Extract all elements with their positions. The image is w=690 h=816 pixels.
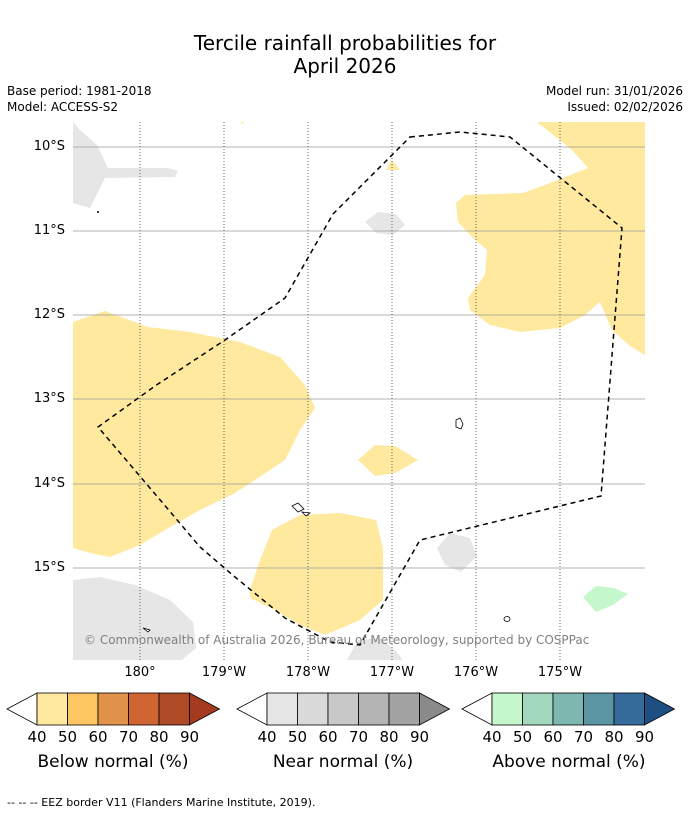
lat-label-11s: 11°S: [33, 223, 65, 238]
colorbar-tick-label: 70: [573, 728, 594, 746]
colorbar-tick-label: 60: [88, 728, 108, 746]
colorbar-segment: [266, 692, 298, 726]
island-6: [97, 211, 99, 213]
legend-title: Below normal (%): [37, 752, 189, 772]
lat-label-12s: 12°S: [33, 307, 65, 322]
colorbar-extend-high: [189, 692, 221, 726]
issued-date: Issued: 02/02/2026: [567, 100, 683, 114]
below-normal-region-east: [456, 122, 645, 355]
island-2: [291, 502, 305, 513]
meta-right: Model run: 31/01/2026 Issued: 02/02/2026: [546, 83, 683, 115]
lon-label-176w: 176°W: [453, 665, 499, 680]
island-3: [300, 511, 312, 517]
lon-label-180: 180°: [124, 665, 156, 680]
colorbar-segment: [97, 692, 129, 726]
copyright-credit: © Commonwealth of Australia 2026, Bureau…: [84, 633, 590, 647]
colorbar-segment: [522, 692, 554, 726]
colorbar-segment: [158, 692, 190, 726]
colorbar-near-normal: [236, 692, 451, 726]
near-normal-region-se: [437, 533, 477, 572]
island-1: [455, 417, 464, 430]
model-name: Model: ACCESS-S2: [7, 100, 119, 114]
lon-label-175w: 175°W: [537, 665, 583, 680]
colorbar-segment: [297, 692, 329, 726]
colorbar-tick-label: 90: [179, 728, 200, 746]
colorbar-tick-label: 50: [512, 728, 533, 746]
below-normal-region-south: [250, 513, 383, 635]
colorbar-tick-label: 50: [57, 728, 78, 746]
colorbar-tick-label: 40: [257, 728, 277, 746]
legend-title: Above normal (%): [492, 752, 646, 772]
model-run: Model run: 31/01/2026: [545, 84, 683, 98]
colorbar-tick-label: 40: [482, 728, 502, 746]
colorbar-segment: [67, 692, 99, 726]
near-normal-region-nw: [73, 122, 178, 208]
map-title: Tercile rainfall probabilities for April…: [0, 32, 690, 78]
colorbar-extend-high: [419, 692, 451, 726]
lon-label-177w: 177°W: [369, 665, 415, 680]
title-line-2: April 2026: [293, 54, 397, 78]
below-normal-region-tiny: [386, 160, 400, 170]
colorbar-tick-label: 60: [318, 728, 338, 746]
colorbar-extend-low: [461, 692, 493, 726]
colorbar-tick-label: 80: [379, 728, 399, 746]
lat-label-10s: 10°S: [33, 139, 65, 154]
colorbar-tick-label: 90: [634, 728, 655, 746]
below-normal-region-central: [358, 445, 418, 476]
legend-title: Near normal (%): [272, 752, 414, 772]
lon-label-179w: 179°W: [201, 665, 247, 680]
base-period: Base period: 1981-2018: [7, 84, 152, 98]
colorbar-segment: [36, 692, 68, 726]
meta-left: Base period: 1981-2018 Model: ACCESS-S2: [7, 83, 152, 115]
colorbar-segment: [128, 692, 160, 726]
near-normal-region-sw: [73, 577, 196, 660]
colorbar-segment: [358, 692, 390, 726]
colorbar-segment: [583, 692, 615, 726]
island-5: [142, 627, 151, 633]
colorbar-segment: [388, 692, 420, 726]
lat-label-15s: 15°S: [33, 560, 65, 575]
legend-colorbars: [6, 692, 676, 726]
eez-border: [96, 131, 623, 646]
above-normal-region: [583, 586, 628, 612]
below-normal-region-west: [73, 311, 315, 557]
below-normal-region-top: [240, 122, 244, 124]
colorbar-tick-label: 70: [348, 728, 369, 746]
colorbar-tick-label: 40: [27, 728, 47, 746]
colorbar-extend-low: [236, 692, 268, 726]
title-line-1: Tercile rainfall probabilities for: [193, 31, 497, 55]
colorbar-tick-label: 80: [149, 728, 169, 746]
lat-label-14s: 14°S: [33, 476, 65, 491]
colorbar-segment: [327, 692, 359, 726]
colorbar-above-normal: [461, 692, 676, 726]
eez-footnote: -- -- -- EEZ border V11 (Flanders Marine…: [7, 796, 316, 809]
near-normal-region-small: [365, 212, 405, 235]
colorbar-segment: [552, 692, 584, 726]
colorbar-tick-label: 90: [409, 728, 430, 746]
colorbar-segment: [491, 692, 523, 726]
colorbar-below-normal: [6, 692, 221, 726]
colorbar-tick-label: 80: [604, 728, 624, 746]
colorbar-extend-high: [644, 692, 676, 726]
lon-label-178w: 178°W: [285, 665, 331, 680]
lat-label-13s: 13°S: [33, 391, 65, 406]
colorbar-tick-label: 60: [543, 728, 563, 746]
colorbar-tick-label: 50: [287, 728, 308, 746]
island-4: [503, 616, 511, 622]
colorbar-extend-low: [6, 692, 38, 726]
colorbar-tick-label: 70: [118, 728, 139, 746]
colorbar-segment: [613, 692, 645, 726]
